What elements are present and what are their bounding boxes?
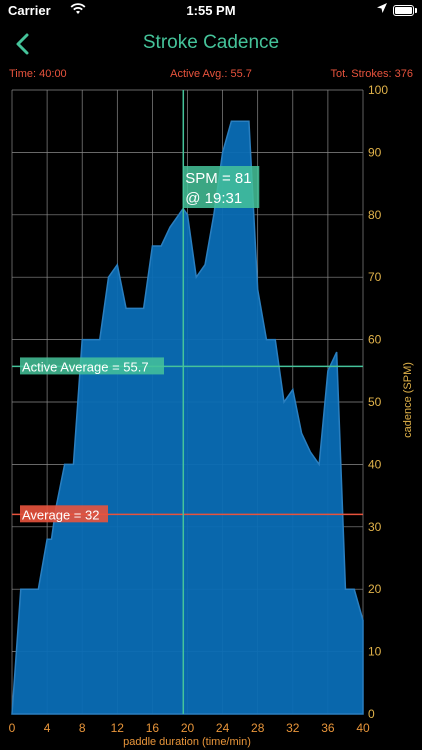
x-axis-title: paddle duration (time/min)	[123, 736, 251, 748]
clock: 1:55 PM	[186, 3, 236, 18]
stats-row: Time: 40:00 Active Avg.: 55.7 Tot. Strok…	[0, 66, 422, 84]
x-tick-label: 32	[286, 721, 300, 735]
y-tick-label: 80	[368, 208, 382, 222]
x-tick-label: 8	[79, 721, 86, 735]
x-tick-label: 0	[9, 721, 16, 735]
average-label: Average = 32	[22, 507, 99, 522]
cursor-label-bg	[183, 166, 260, 208]
y-tick-label: 30	[368, 520, 382, 534]
cadence-area	[11, 120, 364, 715]
y-tick-label: 100	[368, 84, 388, 97]
page-title: Stroke Cadence	[142, 32, 280, 53]
y-tick-label: 20	[368, 582, 382, 596]
y-axis-title: cadence (SPM)	[402, 362, 414, 438]
active-average-stat: Active Avg.: 55.7	[170, 68, 252, 80]
active-average-label-bg	[20, 357, 164, 375]
active-average-label: Active Average = 55.7	[22, 359, 149, 374]
y-tick-label: 90	[368, 145, 382, 159]
cadence-chart[interactable]: Active Average = 55.7 Average = 32 SPM = 8…	[0, 84, 422, 750]
cursor-label-spm: SPM = 81	[185, 170, 251, 187]
y-tick-label: 10	[368, 645, 382, 659]
battery-icon	[393, 5, 417, 16]
x-tick-label: 36	[321, 721, 335, 735]
cursor-label-time: @ 19:31	[185, 190, 242, 207]
navigation-bar: Stroke Cadence	[0, 22, 422, 66]
status-bar: Carrier 1:55 PM	[0, 0, 422, 22]
location-arrow-icon	[376, 2, 388, 17]
x-tick-label: 16	[146, 721, 160, 735]
back-button[interactable]	[6, 26, 40, 62]
y-tick-label: 70	[368, 270, 382, 284]
x-tick-label: 24	[216, 721, 230, 735]
x-tick-label: 12	[111, 721, 125, 735]
x-tick-label: 4	[44, 721, 51, 735]
chevron-left-icon	[16, 33, 29, 55]
x-tick-label: 28	[251, 721, 265, 735]
carrier-label: Carrier	[8, 3, 51, 18]
average-label-bg	[20, 505, 108, 523]
x-tick-label: 40	[356, 721, 370, 735]
y-tick-label: 60	[368, 333, 382, 347]
y-tick-label: 40	[368, 457, 382, 471]
y-tick-label: 50	[368, 395, 382, 409]
wifi-icon	[70, 3, 86, 18]
x-tick-label: 20	[181, 721, 195, 735]
y-tick-label: 0	[368, 707, 375, 721]
time-stat: Time: 40:00	[9, 68, 67, 80]
total-strokes-stat: Tot. Strokes: 376	[330, 68, 413, 80]
